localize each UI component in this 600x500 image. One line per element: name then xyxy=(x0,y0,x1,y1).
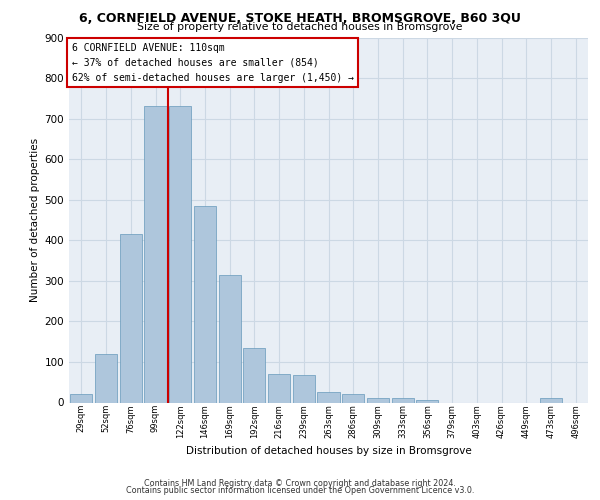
Bar xyxy=(169,106,191,403)
Text: Size of property relative to detached houses in Bromsgrove: Size of property relative to detached ho… xyxy=(137,22,463,32)
Bar xyxy=(194,206,216,402)
Bar xyxy=(145,106,167,403)
Bar xyxy=(367,398,389,402)
Bar xyxy=(293,375,315,402)
Bar xyxy=(243,348,265,403)
X-axis label: Distribution of detached houses by size in Bromsgrove: Distribution of detached houses by size … xyxy=(185,446,472,456)
Y-axis label: Number of detached properties: Number of detached properties xyxy=(31,138,40,302)
Text: Contains HM Land Registry data © Crown copyright and database right 2024.: Contains HM Land Registry data © Crown c… xyxy=(144,478,456,488)
Text: 6 CORNFIELD AVENUE: 110sqm
← 37% of detached houses are smaller (854)
62% of sem: 6 CORNFIELD AVENUE: 110sqm ← 37% of deta… xyxy=(71,43,353,82)
Bar xyxy=(392,398,414,402)
Bar xyxy=(342,394,364,402)
Bar xyxy=(218,275,241,402)
Bar xyxy=(95,354,117,403)
Bar xyxy=(70,394,92,402)
Bar xyxy=(317,392,340,402)
Text: 6, CORNFIELD AVENUE, STOKE HEATH, BROMSGROVE, B60 3QU: 6, CORNFIELD AVENUE, STOKE HEATH, BROMSG… xyxy=(79,12,521,26)
Bar xyxy=(119,234,142,402)
Bar xyxy=(540,398,562,402)
Text: Contains public sector information licensed under the Open Government Licence v3: Contains public sector information licen… xyxy=(126,486,474,495)
Bar xyxy=(268,374,290,402)
Bar xyxy=(416,400,439,402)
